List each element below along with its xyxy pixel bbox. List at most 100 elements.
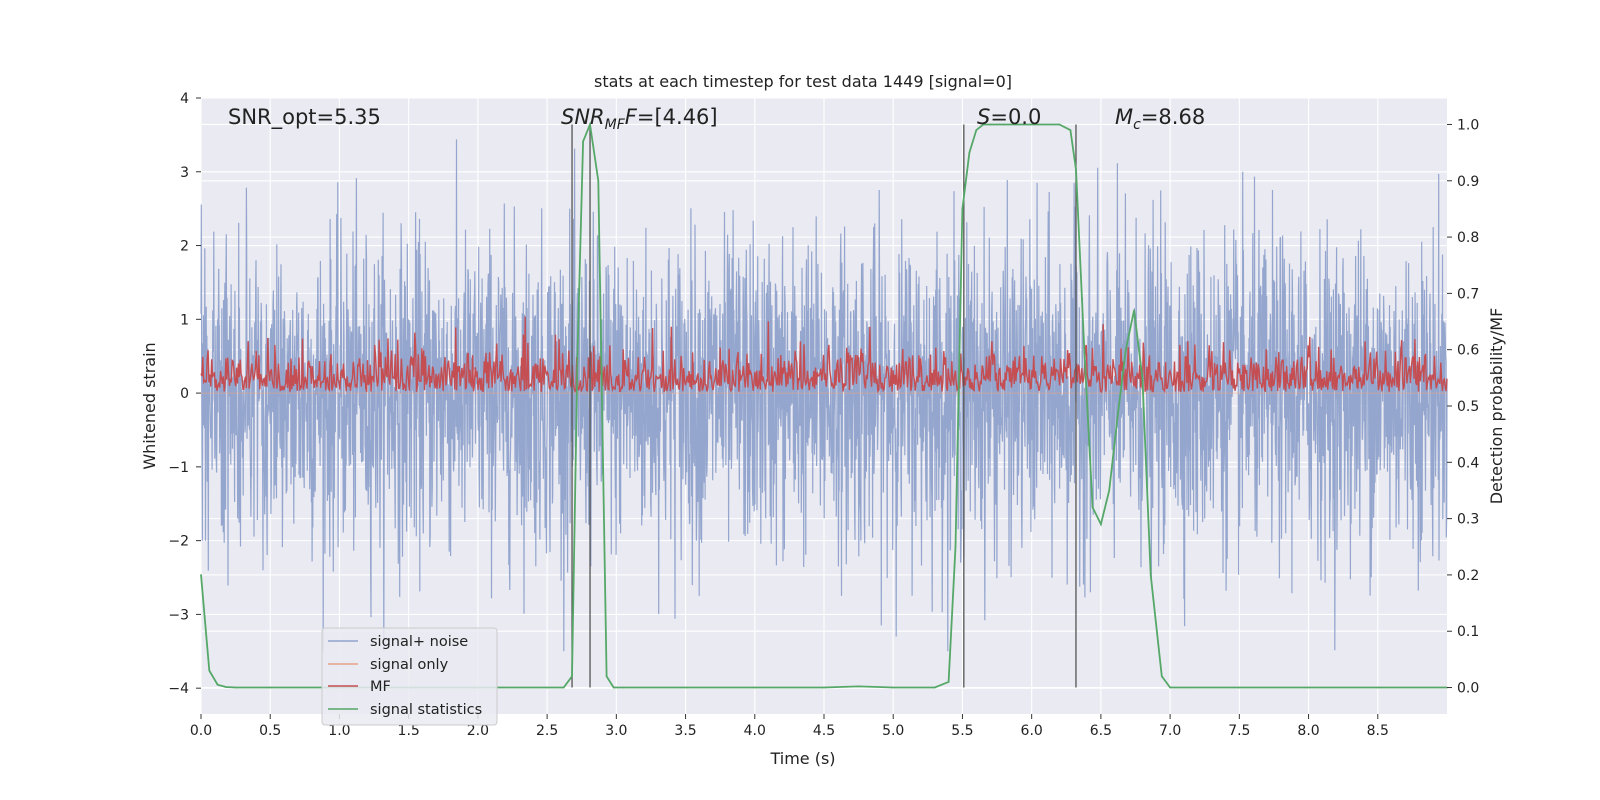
annotation-snr-mf: SNRMFF=[4.46]: [561, 105, 718, 133]
y2-tick-label-0.7: 0.7: [1457, 286, 1479, 302]
y-tick-label-−4: −4: [168, 681, 189, 697]
y-tick-label-1: 1: [180, 312, 189, 328]
point-signal-statistics: [1161, 675, 1163, 678]
x-axis-label: Time (s): [769, 749, 835, 768]
point-signal-statistics: [968, 151, 971, 154]
y2-tick-label-1.0: 1.0: [1457, 117, 1479, 133]
point-signal-statistics: [1116, 416, 1119, 419]
y2-tick-label-0.5: 0.5: [1457, 399, 1479, 415]
point-signal-statistics: [684, 686, 687, 689]
point-signal-statistics: [208, 669, 211, 672]
y2-tick-label-0.3: 0.3: [1457, 512, 1479, 528]
point-signal-statistics: [546, 686, 548, 689]
plot-area: [200, 97, 1448, 714]
point-signal-statistics: [754, 686, 756, 689]
legend-label-mf: MF: [370, 679, 391, 695]
point-signal-statistics: [857, 685, 860, 688]
point-signal-statistics: [1149, 574, 1152, 576]
point-signal-statistics: [1125, 348, 1127, 351]
legend-label-noise: signal+ noise: [370, 634, 468, 650]
point-signal-statistics: [1183, 686, 1185, 689]
x-tick-label-6.0: 6.0: [1021, 723, 1043, 739]
point-signal-statistics: [1075, 168, 1077, 171]
annotation-mc: Mc=8.68: [1115, 105, 1205, 133]
point-signal-statistics: [1058, 123, 1061, 126]
y-tick-label-3: 3: [180, 165, 189, 181]
point-signal-statistics: [582, 140, 584, 143]
y-axis-label: Whitened strain: [140, 342, 159, 469]
legend-label-signal-only: signal only: [370, 657, 449, 673]
point-signal-statistics: [989, 123, 991, 126]
point-signal-statistics: [622, 686, 625, 689]
point-signal-statistics: [1069, 129, 1072, 131]
annotation-s: S=0.0: [977, 105, 1041, 129]
chart-title: stats at each timestep for test data 144…: [594, 72, 1012, 91]
x-tick-label-3.0: 3.0: [605, 723, 627, 739]
x-tick-label-5.5: 5.5: [951, 723, 973, 739]
x-tick-label-8.5: 8.5: [1367, 723, 1389, 739]
point-signal-statistics: [234, 686, 237, 689]
point-signal-statistics: [1133, 309, 1135, 312]
x-tick-label-8.0: 8.0: [1297, 723, 1319, 739]
point-signal-statistics: [975, 129, 978, 131]
point-signal-statistics: [1083, 348, 1086, 351]
point-signal-statistics: [589, 123, 591, 126]
x-ticks: 0.0 0.5 1.0 1.5 2.0 2.5 3.0 3.5 4.0 4.5 5.0 5.5 6.0 6…: [190, 714, 1389, 739]
y2-tick-label-0.8: 0.8: [1457, 230, 1479, 246]
point-signal-statistics: [947, 681, 950, 683]
x-tick-label-0.0: 0.0: [190, 723, 212, 739]
point-signal-statistics: [225, 686, 227, 688]
y-tick-label-−3: −3: [168, 607, 189, 623]
point-signal-statistics: [823, 686, 825, 689]
point-signal-statistics: [612, 686, 615, 689]
point-signal-statistics: [954, 546, 957, 548]
point-signal-statistics: [200, 574, 202, 576]
point-signal-statistics: [1238, 686, 1241, 689]
point-signal-statistics: [216, 683, 219, 686]
x-tick-label-1.0: 1.0: [328, 723, 350, 739]
point-signal-statistics: [982, 123, 984, 126]
x-tick-label-3.5: 3.5: [674, 723, 696, 739]
point-signal-statistics: [934, 686, 936, 689]
y-tick-label-0: 0: [180, 386, 189, 402]
point-signal-statistics: [597, 180, 600, 182]
y2-tick-label-0.2: 0.2: [1457, 568, 1479, 584]
point-signal-statistics: [562, 686, 565, 689]
legend: signal+ noise signal only MF signal stat…: [321, 627, 498, 726]
x-tick-label-7.0: 7.0: [1159, 723, 1181, 739]
series-signal-noise: [200, 139, 1448, 652]
x-tick-label-4.5: 4.5: [813, 723, 835, 739]
point-signal-statistics: [1108, 489, 1110, 492]
x-tick-label-7.5: 7.5: [1228, 723, 1250, 739]
x-tick-label-2.0: 2.0: [467, 723, 489, 739]
y2-tick-label-0.6: 0.6: [1457, 343, 1479, 359]
point-signal-statistics: [1307, 686, 1310, 689]
point-signal-statistics: [892, 686, 894, 689]
y-tick-label-2: 2: [180, 239, 189, 255]
y2-tick-label-0.0: 0.0: [1457, 681, 1479, 697]
point-signal-statistics: [576, 348, 579, 351]
point-signal-statistics: [961, 208, 964, 210]
point-signal-statistics: [1169, 686, 1171, 689]
x-tick-label-0.5: 0.5: [259, 723, 281, 739]
x-tick-label-6.5: 6.5: [1090, 723, 1112, 739]
point-signal-statistics: [605, 675, 608, 678]
y-tick-label-−2: −2: [168, 534, 189, 550]
y2-tick-label-0.9: 0.9: [1457, 174, 1479, 190]
annotation-snr-opt: SNR_opt=5.35: [228, 105, 381, 130]
y-tick-label-4: 4: [180, 91, 189, 107]
x-tick-label-1.5: 1.5: [398, 723, 420, 739]
x-tick-label-2.5: 2.5: [536, 723, 558, 739]
point-signal-statistics: [1003, 123, 1005, 126]
y2-axis-label: Detection probability/MF: [1487, 308, 1506, 505]
point-signal-statistics: [269, 686, 272, 689]
legend-box: [321, 627, 498, 726]
point-signal-statistics: [1100, 523, 1102, 525]
y2-ticks: 1.0 0.9 0.8 0.7 0.6 0.5 0.4 0.3 0.2 0.1 0.0: [1447, 117, 1479, 697]
y2-tick-label-0.1: 0.1: [1457, 624, 1479, 640]
point-signal-statistics: [1091, 506, 1094, 509]
point-signal-statistics: [1377, 686, 1379, 689]
point-signal-statistics: [571, 675, 573, 678]
series-mf: [200, 316, 1448, 394]
